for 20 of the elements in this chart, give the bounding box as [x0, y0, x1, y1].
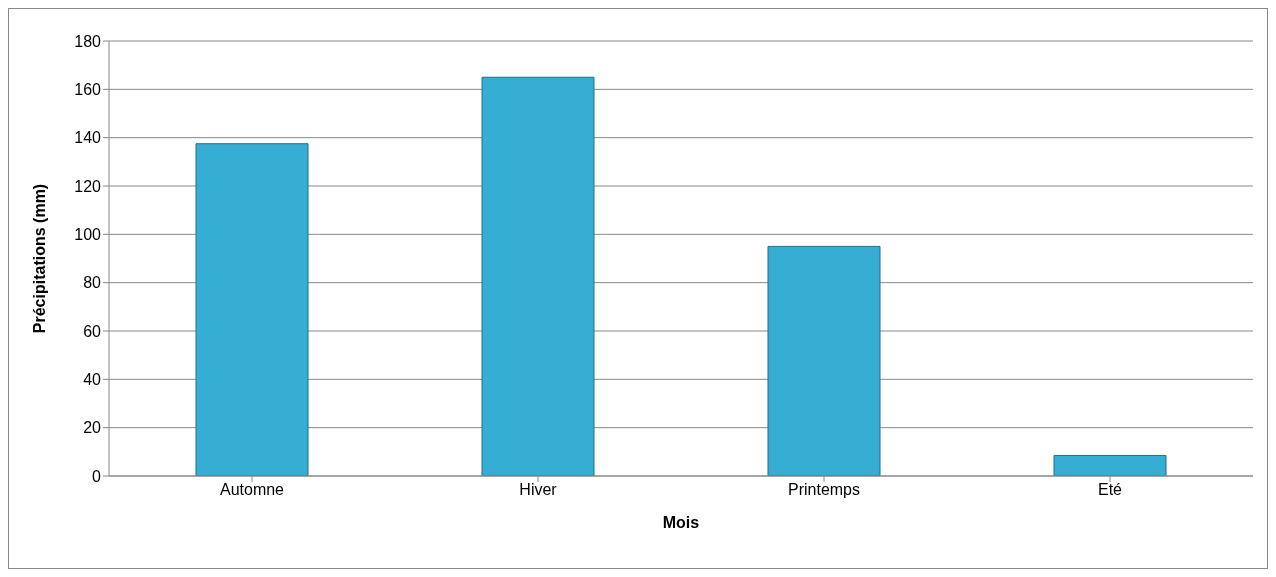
y-tick-label: 120	[74, 177, 102, 195]
x-tick-label: Automne	[219, 481, 285, 499]
x-axis-title: Mois	[662, 514, 700, 531]
bar	[481, 76, 595, 476]
y-tick-label: 20	[83, 419, 102, 437]
bar	[767, 245, 881, 476]
x-tick-label: Hiver	[519, 481, 558, 499]
bar	[195, 143, 309, 476]
y-tick-label: 40	[83, 371, 102, 389]
y-axis-title: Précipitations (mm)	[30, 183, 48, 334]
y-tick-label: 180	[74, 32, 102, 50]
bar	[1053, 454, 1167, 476]
y-tick-label: 100	[74, 226, 102, 244]
x-tick-label: Printemps	[787, 481, 861, 499]
x-tick-label: Eté	[1097, 481, 1123, 499]
y-tick-label: 140	[74, 129, 102, 147]
y-tick-label: 0	[92, 467, 102, 485]
y-tick-label: 60	[83, 322, 102, 340]
y-tick-label: 80	[83, 274, 102, 292]
y-tick-label: 160	[74, 81, 102, 99]
